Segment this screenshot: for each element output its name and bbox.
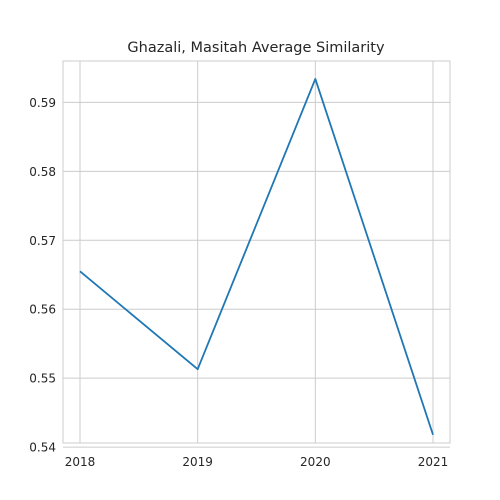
x-tick-label: 2021 bbox=[418, 455, 449, 469]
y-tick-label: 0.54 bbox=[29, 441, 56, 455]
x-tick-label: 2020 bbox=[300, 455, 331, 469]
y-tick-label: 0.58 bbox=[29, 165, 56, 179]
series-line bbox=[79, 78, 434, 436]
series-group bbox=[79, 78, 434, 436]
x-tick-label: 2019 bbox=[182, 455, 213, 469]
grid bbox=[63, 61, 450, 448]
chart-title: Ghazali, Masitah Average Similarity bbox=[127, 40, 385, 56]
x-tick-label: 2018 bbox=[65, 455, 96, 469]
plot-frame bbox=[62, 60, 451, 444]
y-axis-ticks: 0.54 0.55 0.56 0.57 0.58 0.59 bbox=[29, 96, 56, 455]
x-axis-ticks: 2018 2019 2020 2021 bbox=[65, 455, 449, 469]
y-tick-label: 0.56 bbox=[29, 303, 56, 317]
y-tick-label: 0.59 bbox=[29, 96, 56, 110]
y-tick-label: 0.57 bbox=[29, 234, 56, 248]
y-tick-label: 0.55 bbox=[29, 372, 56, 386]
